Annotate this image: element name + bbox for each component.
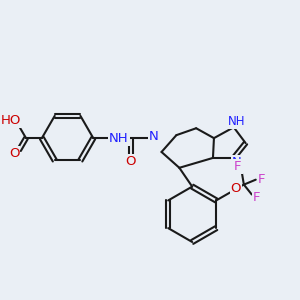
Text: O: O (126, 155, 136, 168)
Text: NH: NH (109, 132, 129, 145)
Text: O: O (231, 182, 241, 195)
Text: HO: HO (1, 114, 21, 127)
Text: NH: NH (228, 115, 245, 128)
Text: O: O (9, 148, 20, 160)
Text: F: F (234, 160, 242, 173)
Text: F: F (258, 173, 266, 186)
Text: F: F (253, 191, 260, 204)
Text: N: N (232, 156, 242, 170)
Text: N: N (149, 130, 158, 143)
